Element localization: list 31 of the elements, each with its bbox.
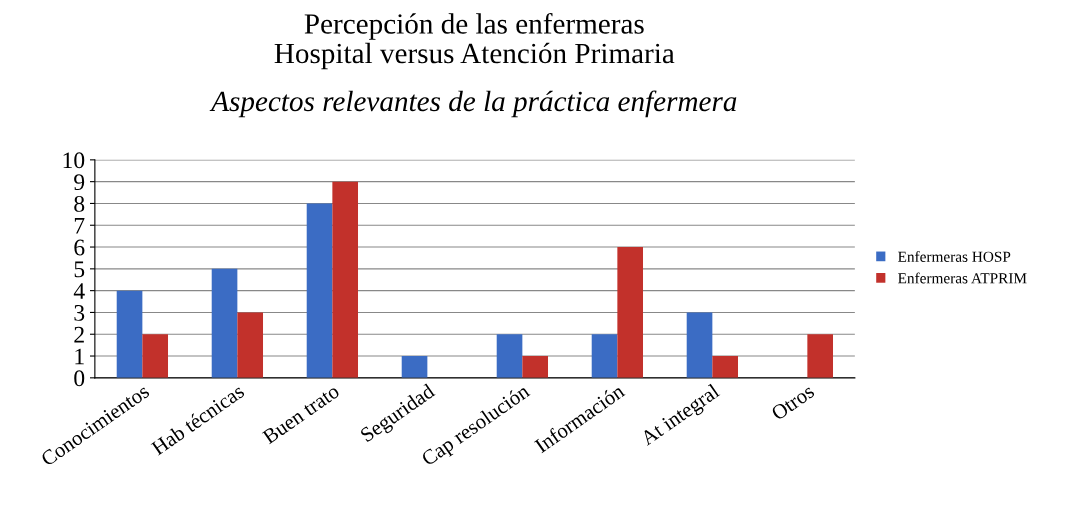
bar xyxy=(116,290,143,378)
bar xyxy=(211,268,238,378)
legend-label: Enfermeras ATPRIM xyxy=(898,272,1027,284)
bar xyxy=(686,312,713,378)
y-tick-label: 2 xyxy=(74,326,84,343)
bar xyxy=(522,356,549,378)
bar xyxy=(496,334,523,378)
y-tick-label: 3 xyxy=(74,304,85,321)
bar xyxy=(617,247,644,378)
bar xyxy=(142,334,169,378)
legend-label: Enfermeras HOSP xyxy=(898,251,1011,262)
y-tick-label: 7 xyxy=(74,217,85,234)
y-tick-label: 0 xyxy=(74,370,85,387)
y-tick-label: 4 xyxy=(73,283,85,299)
bar xyxy=(306,203,333,378)
bar xyxy=(712,356,739,378)
y-tick-label: 6 xyxy=(74,239,85,256)
bar xyxy=(401,356,428,378)
chart-title: Percepción de las enfermeras Hospital versus Atención Primaria xyxy=(274,12,675,70)
bar xyxy=(237,312,264,378)
bar xyxy=(807,334,833,378)
y-tick-label: 8 xyxy=(74,195,85,212)
chart-subtitle: Aspectos relevantes de la práctica enfermera xyxy=(209,90,737,118)
y-tick-label: 10 xyxy=(63,152,85,169)
bar xyxy=(332,181,359,378)
bar xyxy=(591,334,618,378)
y-tick-label: 9 xyxy=(74,174,85,191)
x-tick-label: Otros xyxy=(770,383,816,421)
y-tick-label: 5 xyxy=(74,261,85,278)
x-tick-label: Buen trato xyxy=(261,383,341,445)
y-tick-label: 1 xyxy=(75,348,84,365)
